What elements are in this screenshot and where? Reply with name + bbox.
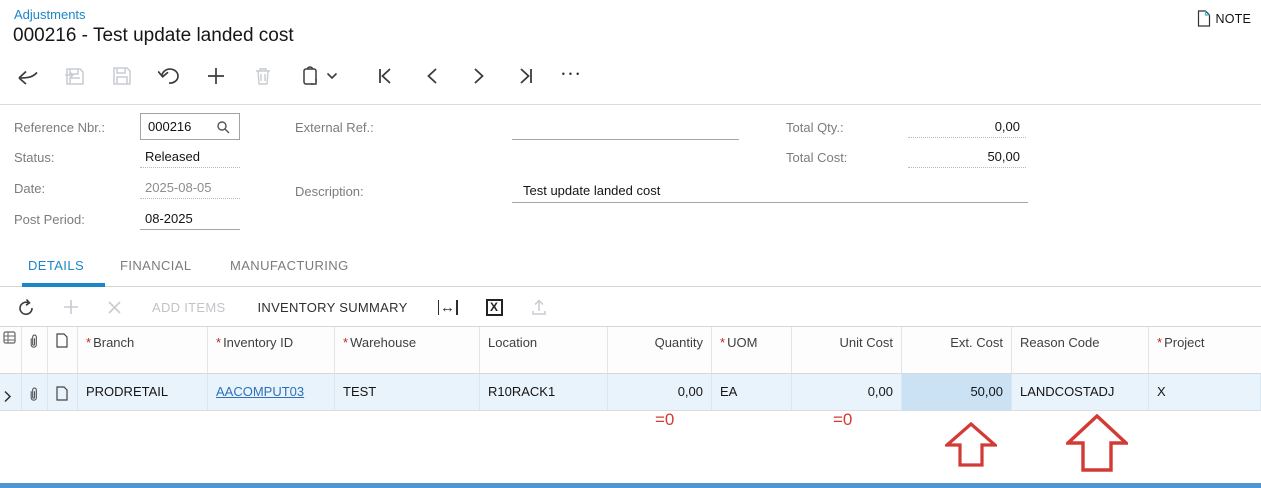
- column-header-ext-cost[interactable]: Ext. Cost: [902, 327, 1012, 373]
- cell-unit-cost[interactable]: 0,00: [792, 374, 902, 410]
- column-header-uom[interactable]: * UOM: [712, 327, 792, 373]
- fit-width-icon: ↔: [438, 299, 458, 316]
- cell-quantity[interactable]: 0,00: [608, 374, 712, 410]
- add-items-button[interactable]: ADD ITEMS: [152, 299, 226, 315]
- search-icon[interactable]: [216, 120, 230, 134]
- date-label: Date:: [14, 181, 46, 196]
- save-close-button[interactable]: [51, 60, 98, 92]
- post-period-label: Post Period:: [14, 212, 85, 227]
- date-value: 2025-08-05: [140, 180, 240, 199]
- reference-nbr-label: Reference Nbr.:: [14, 120, 106, 135]
- tabs-divider: [0, 286, 1261, 287]
- cell-inventory-id[interactable]: AACOMPUT03: [208, 374, 335, 410]
- cell-reason-code[interactable]: LANDCOSTADJ: [1012, 374, 1149, 410]
- cell-branch[interactable]: PRODRETAIL: [78, 374, 208, 410]
- description-label: Description:: [295, 184, 364, 199]
- row-attachment-icon[interactable]: [22, 374, 48, 410]
- note-icon: [1197, 10, 1211, 27]
- page-title: 000216 - Test update landed cost: [13, 25, 294, 46]
- cell-location[interactable]: R10RACK1: [480, 374, 608, 410]
- external-ref-value[interactable]: [512, 120, 739, 140]
- reference-nbr-field[interactable]: [140, 113, 240, 140]
- fit-to-screen-button[interactable]: ↔: [424, 292, 472, 322]
- description-value[interactable]: Test update landed cost: [512, 183, 1028, 203]
- delete-record-button[interactable]: [239, 60, 286, 92]
- status-value: Released: [140, 149, 240, 168]
- notes-column-icon: [48, 327, 78, 373]
- add-record-button[interactable]: [192, 60, 239, 92]
- column-header-reason-code[interactable]: Reason Code: [1012, 327, 1149, 373]
- status-label: Status:: [14, 150, 55, 165]
- cell-uom[interactable]: EA: [712, 374, 792, 410]
- note-label: NOTE: [1215, 11, 1251, 26]
- row-note-icon[interactable]: [48, 374, 78, 410]
- export-excel-button[interactable]: X: [472, 292, 517, 322]
- annotation-unit-cost-zero: =0: [833, 410, 853, 429]
- grid-header-row: * Branch * Inventory ID * Warehouse Locatio…: [0, 327, 1261, 374]
- total-cost-value: 50,00: [908, 149, 1026, 168]
- horizontal-scrollbar[interactable]: [0, 483, 1261, 488]
- total-cost-label: Total Cost:: [786, 150, 848, 165]
- column-header-location[interactable]: Location: [480, 327, 608, 373]
- total-qty-value: 0,00: [908, 119, 1026, 138]
- back-button[interactable]: [4, 60, 51, 92]
- row-selector[interactable]: [0, 374, 22, 410]
- first-record-button[interactable]: [361, 60, 408, 92]
- total-qty-label: Total Qty.:: [786, 120, 844, 135]
- active-tab-indicator: [22, 283, 105, 287]
- next-record-button[interactable]: [455, 60, 502, 92]
- post-period-value[interactable]: 08-2025: [140, 211, 240, 230]
- upload-button[interactable]: [517, 292, 561, 322]
- column-header-warehouse[interactable]: * Warehouse: [335, 327, 480, 373]
- annotation-quantity-zero: =0: [655, 410, 675, 429]
- column-header-branch[interactable]: * Branch: [78, 327, 208, 373]
- breadcrumb[interactable]: Adjustments: [14, 7, 86, 22]
- more-actions-button[interactable]: •••: [549, 60, 596, 92]
- cell-ext-cost[interactable]: 50,00: [902, 374, 1012, 410]
- inventory-id-link[interactable]: AACOMPUT03: [216, 384, 305, 399]
- record-toolbar: •••: [0, 56, 1261, 96]
- note-button[interactable]: NOTE: [1197, 10, 1251, 27]
- copy-paste-menu-caret[interactable]: [321, 60, 343, 92]
- refresh-button[interactable]: [0, 292, 49, 322]
- column-header-project[interactable]: * Project: [1157, 335, 1205, 350]
- tab-manufacturing[interactable]: MANUFACTURING: [230, 258, 349, 273]
- delete-row-button[interactable]: [93, 292, 136, 322]
- cell-project[interactable]: X: [1149, 374, 1261, 410]
- last-record-button[interactable]: [502, 60, 549, 92]
- copy-paste-button[interactable]: [286, 60, 333, 92]
- table-row[interactable]: PRODRETAIL AACOMPUT03 TEST R10RACK1 0,00…: [0, 374, 1261, 411]
- cancel-button[interactable]: [145, 60, 192, 92]
- excel-icon: X: [485, 298, 503, 316]
- reference-nbr-input[interactable]: [148, 119, 216, 134]
- more-dots-icon: •••: [561, 69, 584, 79]
- form-top-divider: [0, 104, 1261, 105]
- save-button[interactable]: [98, 60, 145, 92]
- previous-record-button[interactable]: [408, 60, 455, 92]
- tab-financial[interactable]: FINANCIAL: [120, 258, 192, 273]
- grid-toolbar: ADD ITEMS INVENTORY SUMMARY ↔ X: [0, 288, 1261, 327]
- column-header-unit-cost[interactable]: Unit Cost: [792, 327, 902, 373]
- external-ref-label: External Ref.:: [295, 120, 374, 135]
- annotation-arrow-ext-cost-icon: [945, 422, 997, 467]
- add-row-button[interactable]: [49, 292, 93, 322]
- column-header-inventory-id[interactable]: * Inventory ID: [208, 327, 335, 373]
- cell-warehouse[interactable]: TEST: [335, 374, 480, 410]
- attachments-column-icon: [22, 327, 48, 373]
- annotation-arrow-reason-code-icon: [1066, 414, 1128, 472]
- tab-details[interactable]: DETAILS: [28, 258, 85, 273]
- grid-settings-icon[interactable]: [0, 327, 22, 373]
- inventory-summary-button[interactable]: INVENTORY SUMMARY: [257, 299, 408, 315]
- column-header-quantity[interactable]: Quantity: [608, 327, 712, 373]
